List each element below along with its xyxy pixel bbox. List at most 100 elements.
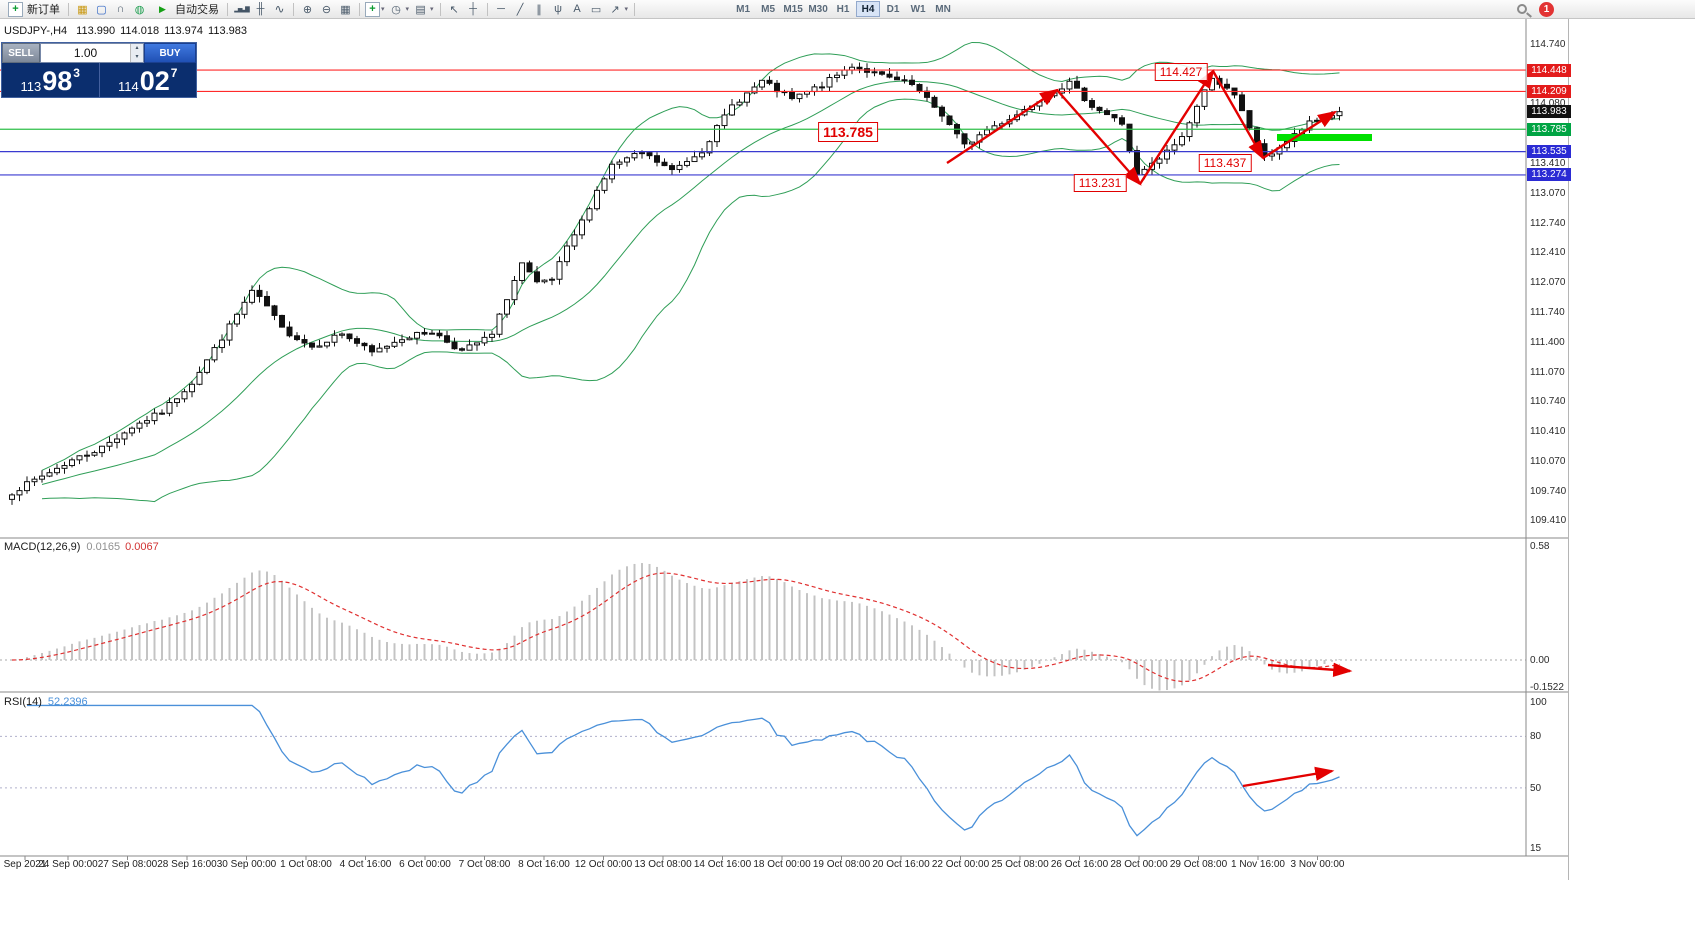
chart-info-line: USDJPY-,H4 113.990 114.018 113.974 113.983	[4, 25, 252, 37]
sell-price-pips: 98	[42, 66, 73, 97]
toolbar-separator	[68, 2, 69, 16]
timeframe-m5-button[interactable]: M5	[756, 1, 780, 17]
market-watch-icon[interactable]: ▢	[96, 3, 107, 16]
price-axis-label: 112.740	[1530, 217, 1566, 229]
bar-chart-icon[interactable]: ▂▅▃▇	[234, 6, 249, 13]
sell-price-sup: 3	[73, 66, 80, 80]
time-axis-label: 24 Sep 00:00	[38, 859, 98, 870]
bid-price-tag: 113.983	[1527, 105, 1571, 119]
symbol-period: USDJPY-,H4	[4, 25, 68, 37]
notification-badge[interactable]: 1	[1539, 2, 1554, 17]
chevron-down-icon[interactable]: ▾	[430, 6, 434, 13]
time-axis-label: 14 Oct 16:00	[693, 859, 752, 870]
price-axis-label: 110.410	[1530, 425, 1566, 437]
indicators-icon[interactable]: ▤	[415, 3, 426, 16]
price-axis-label: 111.740	[1530, 306, 1565, 318]
new-chart-icon[interactable]: +	[365, 1, 380, 17]
package-icon[interactable]: ▦	[77, 3, 88, 16]
time-axis-label: 18 Oct 00:00	[753, 859, 811, 870]
chevron-down-icon[interactable]: ▾	[381, 6, 385, 13]
tile-windows-icon[interactable]: ▦	[340, 3, 351, 16]
zoom-out-icon[interactable]: ⊖	[321, 3, 332, 16]
volume-up-icon[interactable]: ▴	[131, 44, 143, 53]
macd-axis-label: 0.00	[1530, 655, 1550, 666]
time-axis-label: 28 Sep 16:00	[157, 859, 217, 870]
horizontal-line-icon[interactable]: ─	[497, 3, 505, 15]
time-axis-label: 13 Oct 08:00	[634, 859, 692, 870]
time-axis-label: 28 Oct 00:00	[1110, 859, 1168, 870]
time-axis-label: 7 Oct 08:00	[458, 859, 511, 870]
timeframe-h1-button[interactable]: H1	[831, 1, 855, 17]
macd-axis-label: -0.1522	[1530, 682, 1564, 693]
buy-button[interactable]: BUY	[144, 43, 196, 63]
time-axis-label: 30 Sep 00:00	[216, 859, 277, 870]
new-order-button[interactable]: + 新订单	[3, 1, 64, 18]
channel-icon[interactable]: ∥	[536, 3, 542, 16]
text-tool-icon[interactable]: A	[573, 3, 581, 15]
auto-trading-icon: ▶	[159, 3, 166, 14]
headset-icon[interactable]: ∩	[116, 3, 125, 15]
time-axis-label: 29 Oct 08:00	[1169, 859, 1228, 870]
resistance-price-tag-2: 114.209	[1527, 84, 1571, 98]
macd-axis-label: 0.58	[1530, 541, 1550, 552]
timeframe-m15-button[interactable]: M15	[781, 1, 805, 17]
community-icon[interactable]: ◍	[134, 3, 145, 16]
chart-canvas[interactable]	[0, 19, 1568, 881]
arrow-tool-icon[interactable]: ↗	[610, 3, 620, 16]
sell-price-display[interactable]: 113 98 3	[2, 63, 99, 97]
price-axis-label: 111.400	[1530, 337, 1565, 349]
time-axis[interactable]: Sep 2021 24 Sep 00:00 27 Sep 08:00 28 Sep 1…	[0, 858, 1568, 876]
time-axis-label: 27 Sep 08:00	[97, 859, 158, 870]
zoom-in-icon[interactable]: ⊕	[302, 3, 313, 16]
time-axis-label: 26 Oct 16:00	[1050, 859, 1109, 870]
support-price-tag-blue-1: 113.535	[1527, 145, 1571, 159]
buy-price-pips: 02	[139, 66, 170, 97]
ohlc-open: 113.990	[76, 25, 116, 37]
label-tool-icon[interactable]: ▭	[590, 3, 602, 16]
time-axis-label: 25 Oct 08:00	[991, 859, 1049, 870]
crosshair-icon[interactable]: ┼	[469, 3, 477, 15]
macd-indicator-label: MACD(12,26,9) 0.0165 0.0067	[4, 541, 159, 553]
timeframe-m1-button[interactable]: M1	[731, 1, 755, 17]
price-axis-label: 109.740	[1530, 485, 1567, 497]
new-order-label: 新订单	[27, 4, 60, 16]
rsi-indicator-label: RSI(14) 52.2396	[4, 696, 88, 708]
chevron-down-icon[interactable]: ▾	[624, 6, 629, 13]
macd-value-1: 0.0165	[86, 541, 121, 553]
price-axis-label: 114.080	[1530, 97, 1566, 109]
trendline-icon[interactable]: ╱	[516, 3, 524, 16]
buy-price-display[interactable]: 114 02 7	[100, 63, 197, 97]
toolbar-separator	[486, 2, 488, 16]
ohlc-high: 114.018	[120, 25, 160, 37]
profiles-icon[interactable]: ◷	[391, 3, 401, 16]
line-chart-icon[interactable]: ∿	[274, 2, 285, 16]
volume-stepper[interactable]: ▴ ▾	[130, 44, 143, 62]
buy-price-sup: 7	[170, 66, 178, 80]
sell-button[interactable]: SELL	[2, 43, 40, 63]
time-axis-label: 3 Nov 00:00	[1290, 859, 1345, 870]
auto-trading-button[interactable]: ▶ 自动交易	[149, 1, 223, 18]
cursor-icon[interactable]: ↖	[449, 3, 459, 16]
price-axis-label: 113.070	[1530, 188, 1566, 200]
ohlc-low: 113.974	[164, 25, 204, 37]
rsi-axis-label: 100	[1530, 697, 1547, 708]
timeframe-m30-button[interactable]: M30	[806, 1, 830, 17]
pitchfork-icon[interactable]: ψ	[554, 3, 562, 15]
time-axis-label: 19 Oct 08:00	[812, 859, 871, 870]
timeframe-d1-button[interactable]: D1	[881, 1, 905, 17]
ohlc-close: 113.983	[208, 25, 247, 37]
price-axis[interactable]: 114.740 114.080 113.410 113.070 112.740 112.4…	[1527, 19, 1607, 859]
volume-down-icon[interactable]: ▾	[131, 53, 143, 62]
timeframe-w1-button[interactable]: W1	[906, 1, 930, 17]
rsi-axis-label: 50	[1530, 783, 1542, 794]
candlestick-chart-icon[interactable]: ╫	[256, 3, 265, 15]
price-axis-label: 112.410	[1530, 247, 1566, 259]
rsi-axis-label: 80	[1530, 731, 1542, 742]
timeframe-mn-button[interactable]: MN	[931, 1, 955, 17]
search-icon[interactable]	[1517, 4, 1527, 14]
timeframe-h4-button[interactable]: H4	[856, 1, 881, 17]
toolbar-separator	[293, 2, 294, 16]
chevron-down-icon[interactable]: ▾	[405, 6, 410, 13]
volume-input[interactable]: 1.00 ▴ ▾	[40, 43, 144, 63]
